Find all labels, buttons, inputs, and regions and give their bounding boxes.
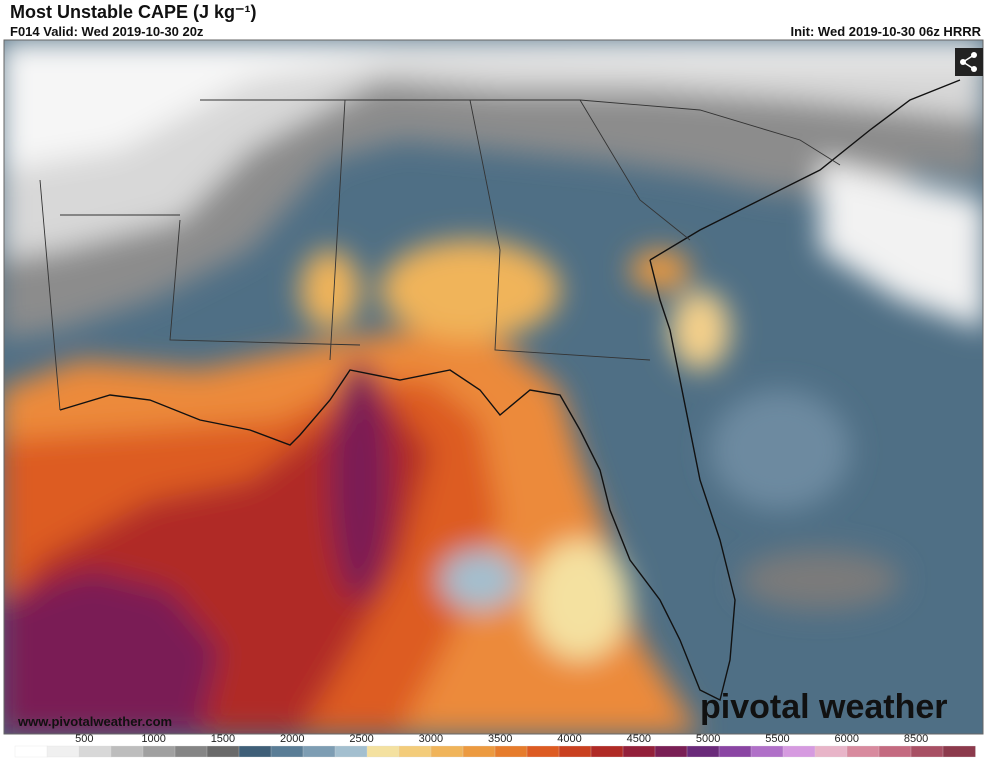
- init-time: Init: Wed 2019-10-30 06z HRRR: [790, 24, 982, 39]
- colorbar-label: 6000: [835, 733, 859, 745]
- colorbar-swatch: [942, 745, 976, 758]
- state-borders: [39, 99, 841, 411]
- colorbar-label: 2000: [280, 733, 304, 745]
- colorbar-swatch: [654, 745, 688, 758]
- colorbar-swatch: [270, 745, 304, 758]
- colorbar-swatch: [302, 745, 336, 758]
- colorbar: 500 1000 1500 2000 2500 3000 3500 4000 4500 5000 5…: [14, 733, 976, 758]
- map-frame: [3, 39, 984, 735]
- colorbar-swatch: [718, 745, 752, 758]
- map-title: Most Unstable CAPE (J kg⁻¹): [10, 2, 257, 22]
- colorbar-swatch: [398, 745, 432, 758]
- share-button[interactable]: [955, 48, 983, 76]
- colorbar-swatch: [238, 745, 272, 758]
- colorbar-label: 1500: [211, 733, 235, 745]
- colorbar-label: 4000: [557, 733, 581, 745]
- colorbar-label: 500: [75, 733, 93, 745]
- colorbar-swatch: [910, 745, 944, 758]
- colorbar-swatch: [14, 745, 48, 758]
- colorbar-label: 1000: [141, 733, 165, 745]
- colorbar-label: 8500: [904, 733, 928, 745]
- colorbar-swatch: [558, 745, 592, 758]
- map-field: [4, 40, 983, 734]
- colorbar-swatch: [206, 745, 240, 758]
- colorbar-label: 5500: [765, 733, 789, 745]
- colorbar-swatch: [174, 745, 208, 758]
- colorbar-label: 3000: [419, 733, 443, 745]
- colorbar-swatch: [334, 745, 368, 758]
- colorbar-swatch: [494, 745, 528, 758]
- colorbar-swatch: [430, 745, 464, 758]
- valid-time: F014 Valid: Wed 2019-10-30 20z: [10, 24, 204, 39]
- colorbar-swatch: [462, 745, 496, 758]
- coastline: [59, 79, 961, 702]
- colorbar-swatch: [782, 745, 816, 758]
- colorbar-swatch: [142, 745, 176, 758]
- colorbar-label: 4500: [627, 733, 651, 745]
- colorbar-label: 3500: [488, 733, 512, 745]
- colorbar-swatch: [622, 745, 656, 758]
- watermark: www.pivotalweather.com: [17, 714, 172, 729]
- colorbar-swatch: [750, 745, 784, 758]
- colorbar-swatch: [846, 745, 880, 758]
- logo: pivotal weather: [700, 688, 948, 726]
- colorbar-swatch: [110, 745, 144, 758]
- colorbar-swatch: [526, 745, 560, 758]
- colorbar-swatch: [366, 745, 400, 758]
- colorbar-swatch: [814, 745, 848, 758]
- colorbar-swatch: [686, 745, 720, 758]
- colorbar-swatch: [78, 745, 112, 758]
- colorbar-swatch: [878, 745, 912, 758]
- colorbar-swatch: [590, 745, 624, 758]
- colorbar-label: 2500: [349, 733, 373, 745]
- colorbar-swatch: [46, 745, 80, 758]
- colorbar-label: 5000: [696, 733, 720, 745]
